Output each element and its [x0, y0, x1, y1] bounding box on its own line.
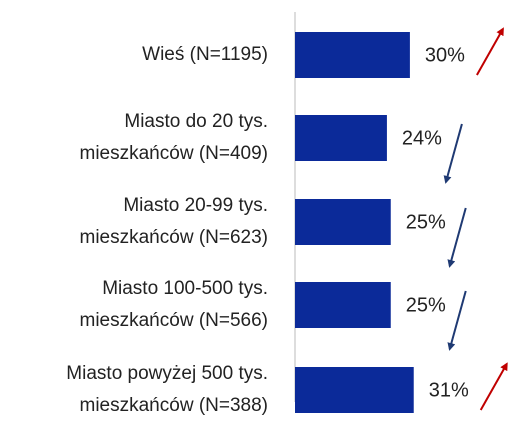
value-label: 25%	[406, 211, 446, 233]
category-label: Miasto 100-500 tys. mieszkańców (N=566)	[79, 278, 269, 331]
bar	[295, 32, 410, 78]
bar	[295, 115, 387, 161]
trend-arrow	[447, 290, 467, 351]
category-label: Miasto do 20 tys. mieszkańców (N=409)	[79, 111, 269, 164]
value-label: 24%	[402, 127, 442, 149]
bar	[295, 282, 391, 328]
value-label: 25%	[406, 294, 446, 316]
category-label: Miasto 20-99 tys. mieszkańców (N=623)	[79, 195, 269, 248]
bar	[295, 199, 391, 245]
category-label: Wieś (N=1195)	[142, 44, 268, 65]
value-label: 30%	[425, 44, 465, 66]
bar	[295, 367, 414, 413]
category-label: Miasto powyżej 500 tys. mieszkańców (N=3…	[66, 363, 268, 416]
trend-arrow	[447, 207, 467, 268]
trend-arrow	[476, 27, 504, 76]
value-label: 31%	[429, 379, 469, 401]
trend-arrow	[479, 362, 508, 411]
trend-arrow	[443, 123, 463, 184]
